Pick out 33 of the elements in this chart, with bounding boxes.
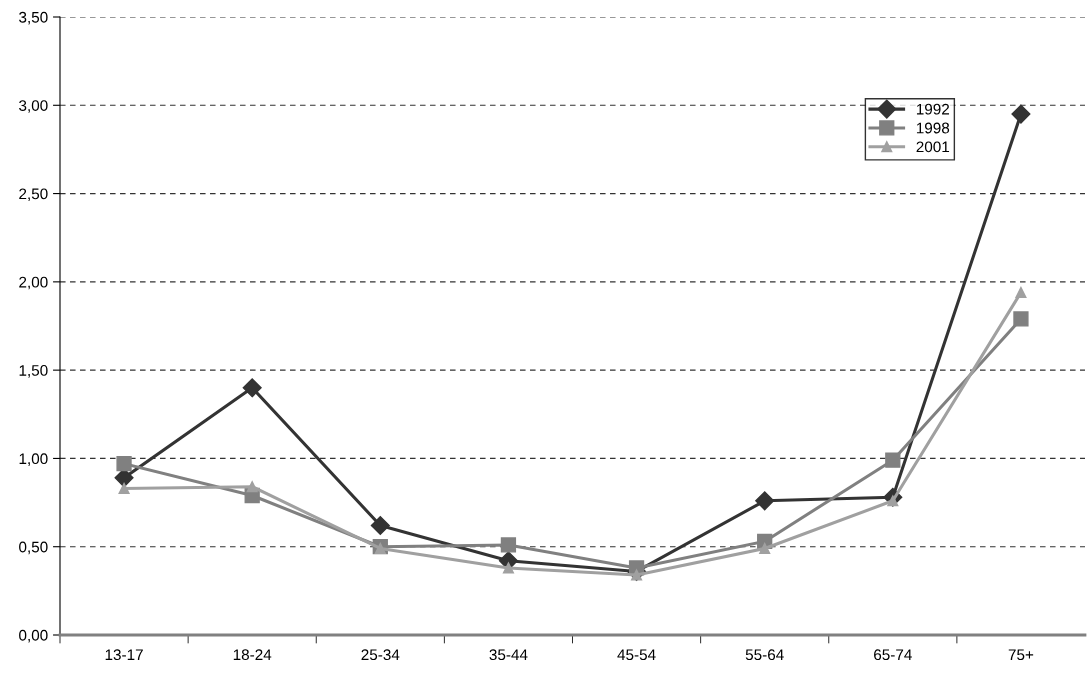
y-tick-label: 2,00 bbox=[19, 276, 48, 290]
point bbox=[242, 378, 262, 398]
legend-label: 1998 bbox=[916, 122, 950, 134]
point bbox=[1011, 104, 1031, 124]
x-tick-label: 25-34 bbox=[361, 649, 400, 661]
point bbox=[502, 562, 514, 574]
y-tick-label: 1,00 bbox=[19, 453, 48, 466]
point bbox=[759, 542, 771, 555]
legend-label: 2001 bbox=[916, 141, 950, 153]
point bbox=[246, 481, 258, 493]
x-tick-label: 65-74 bbox=[874, 649, 912, 661]
point bbox=[114, 468, 134, 488]
point bbox=[1013, 311, 1029, 327]
x-tick-label: 35-44 bbox=[489, 649, 528, 661]
x-tick-label: 18-24 bbox=[233, 649, 272, 661]
y-tick-label: 0,50 bbox=[19, 541, 48, 555]
point bbox=[500, 537, 517, 553]
point bbox=[370, 515, 390, 536]
x-tick-label: 55-64 bbox=[745, 649, 784, 661]
x-tick-label: 45-54 bbox=[617, 649, 656, 661]
point bbox=[116, 456, 132, 472]
y-tick-label: 1,50 bbox=[19, 365, 48, 378]
legend-label: 1992 bbox=[916, 103, 950, 115]
y-tick-label: 2,50 bbox=[19, 188, 48, 202]
y-tick-label: 3,50 bbox=[19, 11, 48, 25]
y-tick-label: 0,00 bbox=[19, 629, 48, 643]
y-tick-label: 3,00 bbox=[19, 100, 48, 113]
x-tick-label: 75+ bbox=[1008, 649, 1034, 661]
point bbox=[885, 452, 901, 468]
point bbox=[755, 491, 775, 511]
point bbox=[118, 482, 130, 495]
point bbox=[1015, 286, 1027, 299]
x-tick-label: 13-17 bbox=[105, 649, 143, 661]
